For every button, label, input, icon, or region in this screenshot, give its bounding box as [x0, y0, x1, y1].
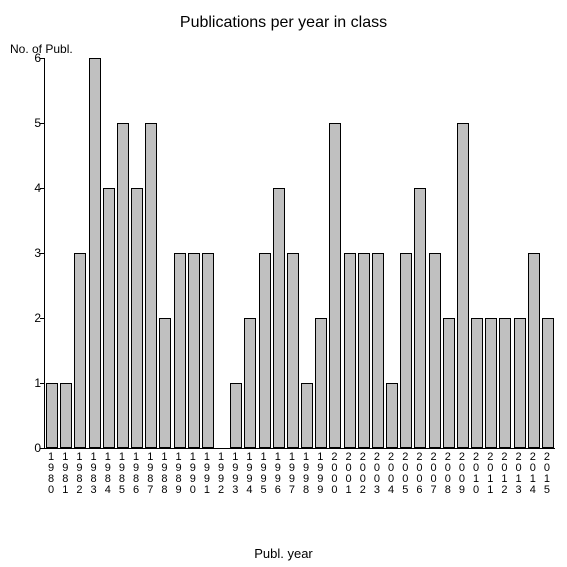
x-tick-label: 2014	[527, 452, 539, 496]
x-tick-label: 1993	[229, 452, 241, 496]
x-tick-label: 2013	[513, 452, 525, 496]
y-tick-label: 5	[21, 116, 41, 130]
bar	[103, 188, 115, 448]
chart-container: Publications per year in class No. of Pu…	[0, 0, 567, 567]
x-tick-label: 2000	[328, 452, 340, 496]
x-tick-label: 1994	[243, 452, 255, 496]
x-tick-label: 1992	[215, 452, 227, 496]
y-tick-label: 6	[21, 51, 41, 65]
x-tick-label: 1999	[314, 452, 326, 496]
y-tick-mark	[40, 253, 45, 254]
bar	[471, 318, 483, 448]
y-tick-mark	[40, 383, 45, 384]
x-tick-label: 2012	[498, 452, 510, 496]
bar	[230, 383, 242, 448]
x-tick-label: 1984	[102, 452, 114, 496]
x-tick-label: 2005	[399, 452, 411, 496]
y-tick-label: 0	[21, 441, 41, 455]
x-tick-label: 2010	[470, 452, 482, 496]
x-tick-label: 1983	[88, 452, 100, 496]
y-tick-label: 1	[21, 376, 41, 390]
y-tick-mark	[40, 123, 45, 124]
bar	[400, 253, 412, 448]
x-tick-label: 1982	[73, 452, 85, 496]
bar	[443, 318, 455, 448]
bar	[429, 253, 441, 448]
x-labels-layer: 1980198119821983198419851986198719881989…	[44, 450, 554, 510]
bar	[457, 123, 469, 448]
x-tick-label: 2004	[385, 452, 397, 496]
bar	[528, 253, 540, 448]
bar	[159, 318, 171, 448]
bar	[386, 383, 398, 448]
y-tick-mark	[40, 448, 45, 449]
x-tick-label: 1996	[272, 452, 284, 496]
y-tick-label: 4	[21, 181, 41, 195]
bar	[414, 188, 426, 448]
x-tick-label: 1981	[59, 452, 71, 496]
x-axis-title: Publ. year	[0, 546, 567, 561]
bar	[514, 318, 526, 448]
x-tick-label: 2008	[442, 452, 454, 496]
x-tick-label: 1998	[300, 452, 312, 496]
bars-layer	[45, 58, 555, 448]
x-tick-label: 1980	[45, 452, 57, 496]
bar	[273, 188, 285, 448]
y-tick-label: 3	[21, 246, 41, 260]
bar	[46, 383, 58, 448]
bar	[131, 188, 143, 448]
x-tick-label: 2007	[428, 452, 440, 496]
x-tick-label: 2001	[343, 452, 355, 496]
y-tick-mark	[40, 58, 45, 59]
x-tick-label: 1997	[286, 452, 298, 496]
x-tick-label: 1985	[116, 452, 128, 496]
bar	[145, 123, 157, 448]
bar	[485, 318, 497, 448]
bar	[188, 253, 200, 448]
x-tick-label: 1986	[130, 452, 142, 496]
bar	[74, 253, 86, 448]
x-tick-label: 1989	[173, 452, 185, 496]
bar	[60, 383, 72, 448]
x-tick-label: 1988	[158, 452, 170, 496]
bar	[372, 253, 384, 448]
x-tick-label: 2009	[456, 452, 468, 496]
x-tick-label: 2011	[484, 452, 496, 496]
bar	[202, 253, 214, 448]
bar	[89, 58, 101, 448]
x-tick-label: 2003	[371, 452, 383, 496]
y-tick-mark	[40, 318, 45, 319]
bar	[542, 318, 554, 448]
bar	[499, 318, 511, 448]
x-tick-label: 1995	[258, 452, 270, 496]
bar	[301, 383, 313, 448]
x-tick-label: 1991	[201, 452, 213, 496]
x-tick-label: 1990	[187, 452, 199, 496]
y-tick-mark	[40, 188, 45, 189]
bar	[287, 253, 299, 448]
bar	[358, 253, 370, 448]
bar	[315, 318, 327, 448]
x-tick-label: 2006	[413, 452, 425, 496]
bar	[117, 123, 129, 448]
chart-title: Publications per year in class	[0, 14, 567, 32]
x-tick-label: 2015	[541, 452, 553, 496]
x-tick-label: 1987	[144, 452, 156, 496]
bar	[244, 318, 256, 448]
y-axis-title: No. of Publ.	[10, 42, 73, 56]
y-tick-label: 2	[21, 311, 41, 325]
bar	[259, 253, 271, 448]
bar	[329, 123, 341, 448]
bar	[174, 253, 186, 448]
plot-area: 0123456	[44, 58, 555, 449]
x-tick-label: 2002	[357, 452, 369, 496]
bar	[344, 253, 356, 448]
